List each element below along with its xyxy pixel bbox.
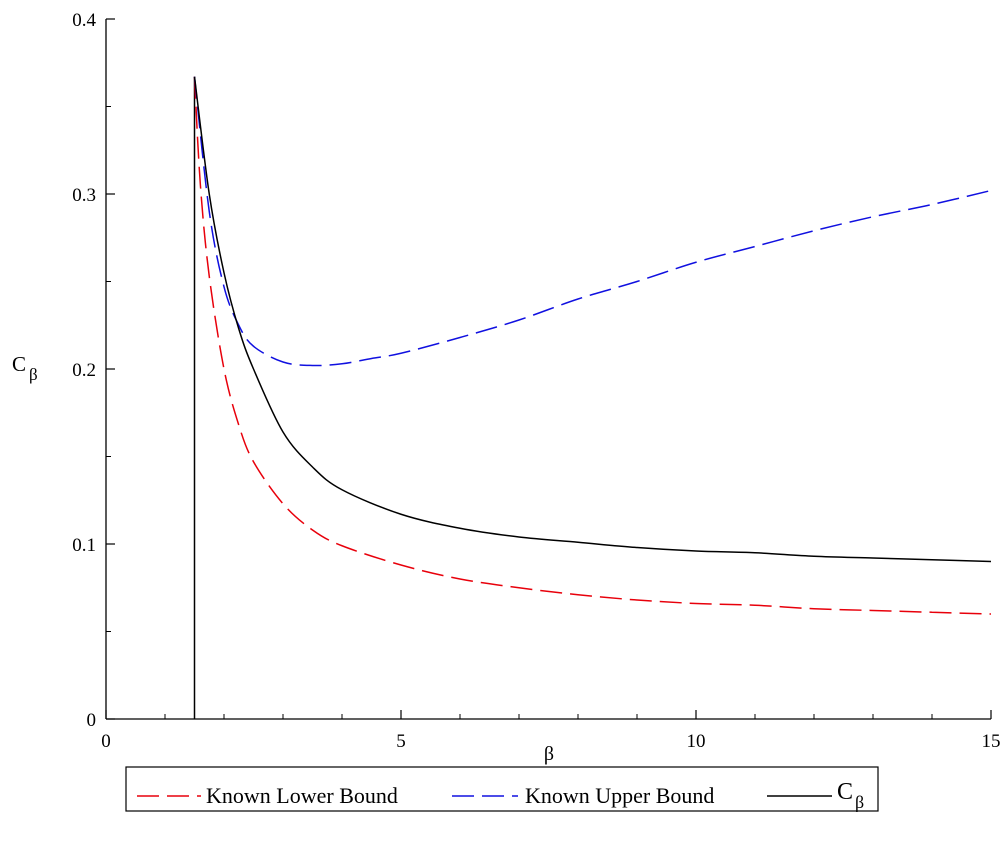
series-lower-bound <box>193 76 992 615</box>
y-tick-label: 0 <box>87 710 97 731</box>
plot-area <box>193 76 992 719</box>
y-tick-label: 0.3 <box>72 185 96 206</box>
x-axis-label: β <box>544 743 554 765</box>
y-axis-label-main: C <box>12 352 26 376</box>
x-tick-label: 5 <box>396 731 406 752</box>
legend-box <box>125 766 879 812</box>
series-upper-bound <box>193 76 992 367</box>
legend-label-lower-bound: Known Lower Bound <box>206 783 398 808</box>
y-tick-label: 0.2 <box>72 360 96 381</box>
x-tick-label: 10 <box>687 731 706 752</box>
y-tick-label: 0.1 <box>72 535 96 556</box>
axes: 0 5 10 15 0 0.1 0.2 0.3 0.4 <box>72 10 1000 752</box>
legend-label-c-beta-main: C <box>837 779 853 805</box>
legend-label-upper-bound: Known Upper Bound <box>525 783 714 808</box>
series-c-beta <box>193 76 992 563</box>
x-tick-label: 15 <box>982 731 1001 752</box>
x-tick-label: 0 <box>101 731 111 752</box>
legend-label-c-beta-sub: β <box>855 792 864 812</box>
y-tick-label: 0.4 <box>72 10 96 31</box>
y-axis-label-sub: β <box>29 365 38 384</box>
